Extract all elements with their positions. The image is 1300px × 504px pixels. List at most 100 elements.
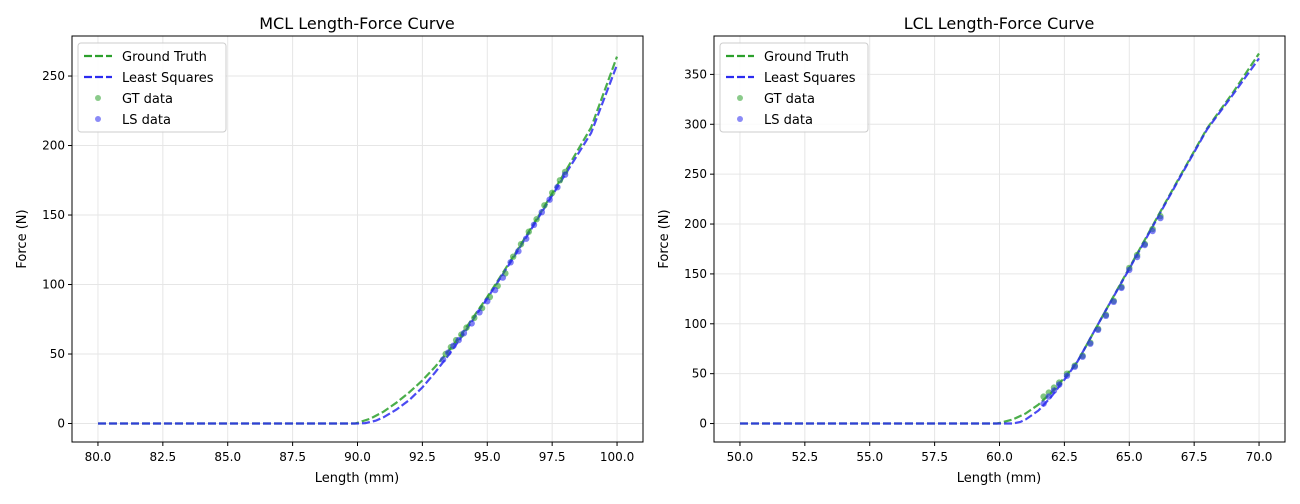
mcl-xtick-label: 100.0 xyxy=(600,450,634,464)
lcl-ls-data-point xyxy=(1157,214,1164,222)
mcl-ls-data-point xyxy=(507,259,514,266)
lcl-ytick-label: 100 xyxy=(684,317,707,331)
lcl-legend-lsdata-label: LS data xyxy=(764,113,813,128)
lcl-ytick-label: 250 xyxy=(684,167,707,181)
lcl-xtick-label: 70.0 xyxy=(1246,450,1273,464)
mcl-ls-data-point xyxy=(450,342,457,349)
lcl-ls-data-point xyxy=(1141,241,1149,249)
lcl-legend-gt-label: Ground Truth xyxy=(764,50,849,65)
lcl-xtick-label: 52.5 xyxy=(791,450,818,464)
lcl-legend-lsdata-marker xyxy=(737,116,743,122)
mcl-legend: Ground Truth Least Squares GT data LS da… xyxy=(77,42,227,133)
lcl-ls-data-point xyxy=(1133,253,1141,261)
mcl-gt-data-point xyxy=(541,202,548,209)
mcl-gt-data-point xyxy=(549,189,556,196)
mcl-ls-data-point xyxy=(546,196,553,203)
lcl-ytick-label: 350 xyxy=(684,67,707,81)
lcl-ytick-label: 300 xyxy=(684,117,707,131)
lcl-ls-data-point xyxy=(1149,227,1156,235)
mcl-ls-data-point xyxy=(476,309,483,316)
lcl-xtick-label: 65.0 xyxy=(1116,450,1143,464)
lcl-ticks: 50.0 52.5 55.0 57.5 60.0 62.5 65.0 67.5 70.0 0 50 1… xyxy=(684,67,1272,464)
lcl-xlabel: Length (mm) xyxy=(957,471,1041,486)
mcl-xtick-label: 92.5 xyxy=(409,450,436,464)
lcl-gt-data-point xyxy=(1040,393,1047,400)
mcl-legend-box xyxy=(77,42,227,133)
mcl-ls-data-point xyxy=(439,356,447,363)
lcl-xtick-label: 50.0 xyxy=(727,450,754,464)
lcl-legend-gtdata-label: GT data xyxy=(764,92,815,107)
mcl-ls-data-point xyxy=(455,336,462,344)
lcl-xtick-label: 60.0 xyxy=(986,450,1013,464)
lcl-ls-data-point xyxy=(1110,298,1117,305)
mcl-ytick-label: 200 xyxy=(42,139,65,153)
mcl-xtick-label: 82.5 xyxy=(149,450,176,464)
mcl-ls-data-point xyxy=(530,221,538,228)
mcl-xtick-label: 97.5 xyxy=(539,450,566,464)
mcl-legend-gt-label: Ground Truth xyxy=(122,50,207,65)
lcl-ls-data-point xyxy=(1102,312,1110,319)
lcl-xtick-label: 62.5 xyxy=(1051,450,1078,464)
mcl-legend-gtdata-label: GT data xyxy=(122,92,173,107)
mcl-legend-lsdata-label: LS data xyxy=(122,113,171,128)
mcl-ls-data-point xyxy=(491,286,499,294)
mcl-gt-data-point xyxy=(533,216,540,223)
mcl-legend-ls-label: Least Squares xyxy=(122,71,214,86)
lcl-series xyxy=(740,52,1260,425)
mcl-title: MCL Length-Force Curve xyxy=(259,14,455,33)
lcl-ls-data-point xyxy=(1045,393,1053,400)
mcl-ls-data-point xyxy=(561,171,569,178)
lcl-xtick-label: 55.0 xyxy=(856,450,883,464)
lcl-ytick-label: 200 xyxy=(684,217,707,231)
mcl-gt-data-point xyxy=(510,253,517,260)
mcl-ls-data-point xyxy=(554,184,561,191)
mcl-ls-data-point xyxy=(538,209,545,216)
mcl-ytick-label: 150 xyxy=(42,208,65,222)
mcl-gt-data-point xyxy=(463,324,470,331)
mcl-ytick-label: 100 xyxy=(42,278,65,292)
lcl-ls-data-point xyxy=(1087,340,1094,347)
lcl-least-squares-line xyxy=(740,57,1260,425)
lcl-legend-gtdata-marker xyxy=(737,95,743,101)
mcl-ls-data-point xyxy=(445,349,452,356)
mcl-xtick-label: 87.5 xyxy=(279,450,306,464)
lcl-ls-data-point xyxy=(1056,381,1063,388)
mcl-least-squares-line xyxy=(98,64,619,425)
lcl-ls-data-point xyxy=(1040,400,1047,407)
lcl-ytick-label: 150 xyxy=(684,267,707,281)
mcl-xtick-label: 90.0 xyxy=(344,450,371,464)
mcl-gt-data-point xyxy=(525,228,532,235)
lcl-ytick-label: 0 xyxy=(699,417,707,431)
mcl-xtick-label: 85.0 xyxy=(214,450,241,464)
mcl-ls-data-point xyxy=(523,235,530,242)
lcl-legend-ls-label: Least Squares xyxy=(764,71,856,86)
mcl-ls-data-point xyxy=(499,274,506,281)
mcl-ls-data-point xyxy=(484,298,491,305)
mcl-ls-data-point xyxy=(468,320,475,327)
mcl-gt-data-point xyxy=(471,314,478,322)
lcl-xtick-label: 67.5 xyxy=(1181,450,1208,464)
mcl-xtick-label: 95.0 xyxy=(474,450,501,464)
lcl-xtick-label: 57.5 xyxy=(921,450,948,464)
mcl-ytick-label: 50 xyxy=(50,347,65,361)
mcl-ylabel: Force (N) xyxy=(15,209,30,268)
lcl-ls-data-point xyxy=(1118,284,1125,292)
mcl-legend-lsdata-marker xyxy=(95,116,101,122)
mcl-legend-gtdata-marker xyxy=(95,95,101,101)
lcl-ls-data-point xyxy=(1126,266,1133,274)
mcl-xtick-label: 80.0 xyxy=(85,450,112,464)
mcl-ls-data-point xyxy=(460,330,468,337)
lcl-ytick-label: 50 xyxy=(692,367,707,381)
lcl-ylabel: Force (N) xyxy=(657,209,672,268)
mcl-ytick-label: 0 xyxy=(57,417,65,431)
mcl-ls-data-point xyxy=(515,248,522,255)
mcl-series xyxy=(98,56,619,425)
lcl-legend: Ground Truth Least Squares GT data LS da… xyxy=(719,42,869,133)
mcl-xlabel: Length (mm) xyxy=(315,471,399,486)
lcl-ls-data-point xyxy=(1094,326,1102,333)
lcl-title: LCL Length-Force Curve xyxy=(904,14,1095,33)
mcl-ytick-label: 250 xyxy=(42,69,65,83)
mcl-chart: 80.0 82.5 85.0 87.5 90.0 92.5 95.0 97.5 100.0 0 50… xyxy=(15,14,644,486)
lcl-ls-data-point xyxy=(1079,353,1086,360)
